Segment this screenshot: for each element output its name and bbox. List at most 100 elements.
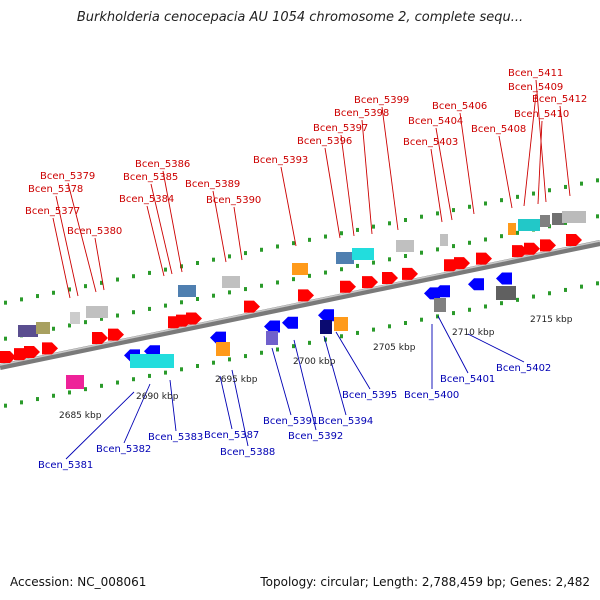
forward-gene-leader: [559, 105, 571, 197]
forward-gene-label: Bcen_5377: [25, 206, 80, 217]
tick-mark: [68, 323, 71, 328]
tick-mark: [164, 267, 167, 272]
reverse-gene-leader: [335, 331, 371, 390]
tick-mark: [580, 284, 583, 289]
forward-gene-label: Bcen_5384: [119, 194, 174, 205]
tick-mark: [244, 354, 247, 359]
feature-box: [552, 213, 564, 225]
forward-gene-leader: [212, 190, 227, 263]
forward-gene-label: Bcen_5393: [253, 155, 308, 166]
tick-mark: [340, 231, 343, 236]
tick-mark: [324, 234, 327, 239]
tick-mark: [516, 230, 519, 235]
tick-mark: [116, 380, 119, 385]
reverse-gene-leader: [271, 347, 292, 416]
forward-gene-arrow: [108, 328, 124, 341]
tick-mark: [564, 287, 567, 292]
tick-mark: [532, 294, 535, 299]
forward-gene-label: Bcen_5412: [532, 94, 587, 105]
tick-mark: [148, 373, 151, 378]
tick-mark: [68, 287, 71, 292]
scale-label: 2695 kbp: [215, 375, 258, 385]
forward-gene-label: Bcen_5411: [508, 68, 563, 79]
tick-mark: [548, 188, 551, 193]
tick-mark: [356, 227, 359, 232]
tick-mark: [4, 403, 7, 408]
forward-gene-arrow: [244, 300, 260, 313]
forward-gene-label: Bcen_5386: [135, 159, 190, 170]
tick-mark: [468, 307, 471, 312]
tick-mark: [52, 326, 55, 331]
tick-mark: [596, 178, 599, 183]
forward-gene-label: Bcen_5399: [354, 95, 409, 106]
tick-mark: [596, 281, 599, 286]
forward-gene-label: Bcen_5410: [514, 109, 569, 120]
forward-gene-label: Bcen_5390: [206, 195, 261, 206]
reverse-gene-label: Bcen_5395: [342, 390, 397, 401]
tick-mark: [276, 347, 279, 352]
forward-gene-arrow: [524, 242, 540, 255]
map-title: Burkholderia cenocepacia AU 1054 chromos…: [76, 10, 524, 25]
tick-mark: [340, 267, 343, 272]
forward-gene-arrow: [186, 312, 202, 325]
feature-box: [222, 276, 240, 288]
scale-label: 2715 kbp: [530, 315, 573, 325]
tick-mark: [212, 360, 215, 365]
scale-label: 2700 kbp: [293, 357, 336, 367]
tick-mark: [500, 234, 503, 239]
forward-gene-leader: [459, 112, 475, 215]
tick-mark: [132, 377, 135, 382]
tick-mark: [500, 198, 503, 203]
forward-gene-leader: [162, 170, 183, 273]
tick-mark: [132, 274, 135, 279]
feature-box: [562, 211, 586, 223]
reverse-gene-label: Bcen_5383: [148, 432, 203, 443]
tick-mark: [36, 294, 39, 299]
forward-gene-arrow: [298, 289, 314, 302]
reverse-gene-leader: [323, 335, 347, 416]
feature-box: [86, 306, 108, 318]
tick-mark: [484, 201, 487, 206]
forward-gene-arrow: [540, 239, 556, 252]
feature-box: [496, 286, 516, 300]
feature-box: [508, 223, 516, 235]
tick-mark: [260, 247, 263, 252]
reverse-gene-label: Bcen_5391: [263, 416, 318, 427]
tick-mark: [68, 390, 71, 395]
feature-box: [336, 252, 354, 264]
scale-label: 2710 kbp: [452, 328, 495, 338]
tick-mark: [20, 400, 23, 405]
tick-mark: [564, 184, 567, 189]
tick-mark: [516, 194, 519, 199]
tick-mark: [436, 211, 439, 216]
reverse-gene-arrow: [210, 331, 226, 344]
feature-box: [540, 215, 550, 227]
forward-gene-arrow: [476, 252, 492, 265]
reverse-gene-leader: [231, 369, 249, 447]
reverse-gene-label: Bcen_5400: [404, 390, 459, 401]
feature-box: [70, 312, 80, 324]
tick-mark: [100, 383, 103, 388]
forward-gene-arrow: [454, 257, 470, 270]
forward-gene-leader: [498, 135, 513, 209]
tick-mark: [148, 306, 151, 311]
tick-mark: [100, 280, 103, 285]
tick-mark: [84, 284, 87, 289]
feature-box: [178, 285, 196, 297]
tick-mark: [180, 264, 183, 269]
forward-gene-label: Bcen_5396: [297, 136, 352, 147]
reverse-gene-label: Bcen_5381: [38, 460, 93, 471]
reverse-gene-label: Bcen_5392: [288, 431, 343, 442]
tick-mark: [4, 300, 7, 305]
tick-mark: [420, 317, 423, 322]
tick-mark: [580, 181, 583, 186]
tick-mark: [36, 397, 39, 402]
reverse-gene-leader: [169, 379, 177, 432]
tick-mark: [324, 337, 327, 342]
tick-mark: [372, 224, 375, 229]
tick-mark: [404, 254, 407, 259]
reverse-gene-label: Bcen_5388: [220, 447, 275, 458]
reverse-gene-arrow: [496, 272, 512, 285]
tick-mark: [404, 321, 407, 326]
